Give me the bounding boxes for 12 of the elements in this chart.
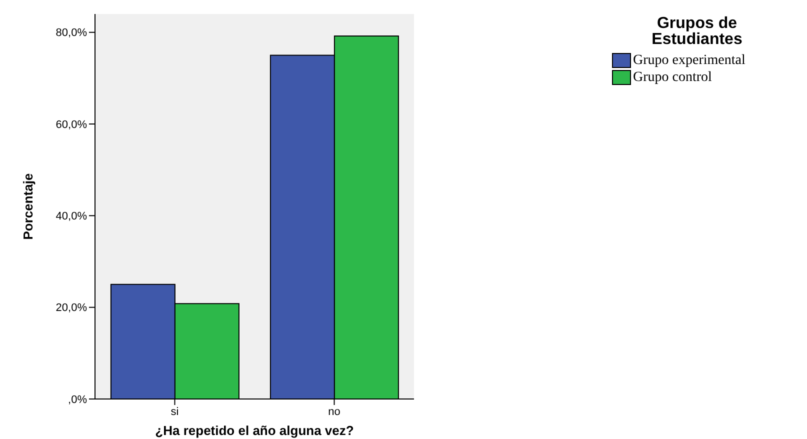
legend-title: Grupos de Estudiantes [650,15,744,48]
y-tick-label: 60,0% [56,118,88,131]
y-tick-label: 20,0% [56,302,88,314]
x-tick-label: si [170,406,179,418]
y-axis-title: Porcentaje [20,173,36,240]
y-tick-label: 40,0% [56,210,88,223]
legend-label: Grupo control [633,70,712,86]
legend-label: Grupo experimental [633,52,746,68]
y-tick-label: ,0% [68,394,88,406]
y-tick-label: 80,0% [56,27,88,40]
x-axis-title: ¿Ha repetido el año alguna vez? [155,423,354,438]
x-tick-label: no [328,406,340,418]
